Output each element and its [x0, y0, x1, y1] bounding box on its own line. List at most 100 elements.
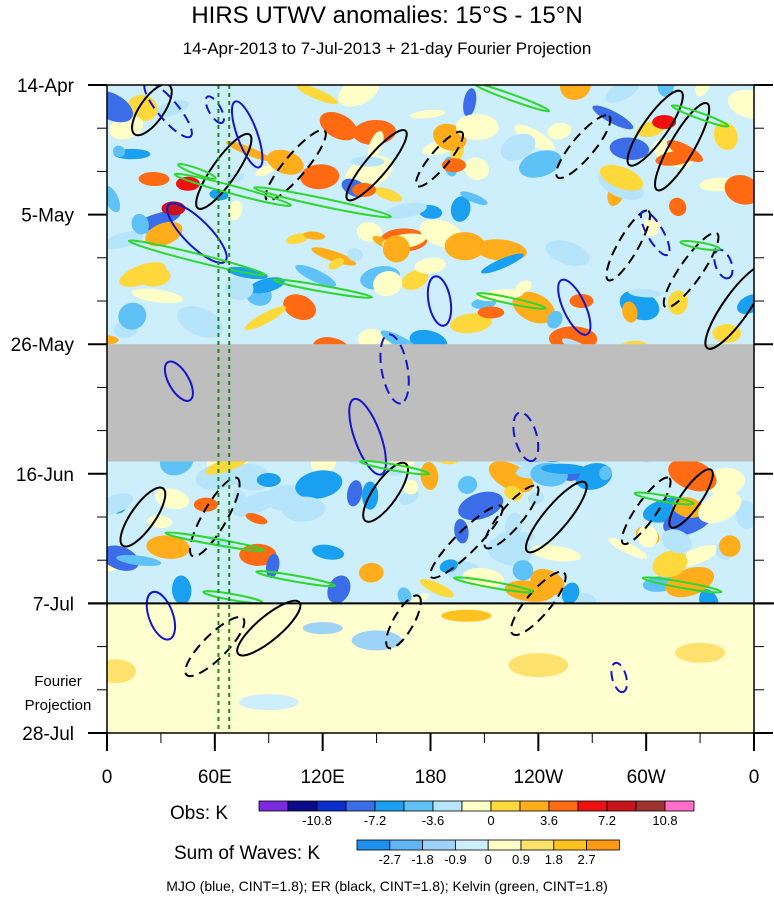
anomaly-blob — [131, 288, 183, 304]
anomaly-blob — [668, 458, 717, 492]
anomaly-blob — [719, 535, 741, 557]
kelvin-contour — [670, 104, 730, 128]
colorbar-swatch — [586, 839, 620, 851]
waves-colorbar-label: Sum of Waves: K — [174, 843, 321, 864]
anomaly-blob — [145, 221, 183, 247]
colorbar-tick-label: 2.7 — [578, 852, 596, 867]
colorbar-tick-label: 10.8 — [652, 813, 677, 828]
colorbar-tick-label: 3.6 — [540, 813, 558, 828]
anomaly-core — [193, 497, 218, 512]
anomaly-blob — [359, 562, 384, 583]
anomaly-blob — [477, 306, 505, 319]
anomaly-blob — [281, 496, 326, 522]
kelvin-contour — [453, 576, 534, 594]
x-tick-label: 60E — [198, 767, 232, 788]
anomaly-blob — [300, 164, 340, 190]
colorbar-tick-label: 0.9 — [512, 852, 530, 867]
mjo-contour — [379, 333, 410, 405]
anomaly-blob — [450, 196, 471, 222]
anomaly-blob — [661, 529, 692, 554]
y-tick-label: 14-Apr — [17, 76, 75, 97]
colorbar-swatch — [356, 839, 391, 851]
anomaly-blob — [303, 231, 326, 240]
anomaly-blob — [420, 462, 439, 490]
er-contour — [264, 129, 327, 202]
kelvin-contour — [472, 85, 551, 113]
er-contour — [626, 89, 684, 167]
colorbar-swatch — [577, 800, 608, 812]
anomaly-blob — [514, 124, 555, 152]
colorbar-tick-label: 0 — [487, 813, 494, 828]
er-contour — [668, 468, 714, 529]
kelvin-contour — [173, 172, 292, 207]
colorbar-swatch — [548, 800, 579, 812]
colorbar-swatch — [635, 800, 666, 812]
anomaly-blob — [727, 89, 754, 119]
anomaly-blob — [735, 500, 754, 530]
anomaly-blob — [373, 271, 403, 297]
anomaly-blob — [439, 559, 458, 573]
colorbar-tick-label: 7.2 — [598, 813, 616, 828]
anomaly-blob — [138, 266, 171, 287]
colorbar-swatch — [374, 800, 405, 812]
anomaly-blob — [131, 213, 149, 235]
anomaly-blob — [286, 233, 310, 245]
anomaly-blob — [547, 122, 572, 140]
mjo-contour — [426, 275, 453, 327]
colorbar-tick-label: 0 — [485, 852, 492, 867]
anomaly-blob — [628, 288, 662, 298]
x-tick-label: 120E — [300, 767, 344, 788]
y-tick-label: 16-Jun — [16, 465, 74, 486]
colorbar-swatch — [664, 800, 695, 812]
anomaly-blob — [599, 164, 644, 191]
anomaly-blob — [527, 492, 545, 505]
anomaly-blob — [401, 269, 429, 290]
anomaly-blob — [450, 313, 492, 334]
er-contour — [362, 461, 409, 523]
anomaly-blob — [512, 560, 534, 581]
anomaly-blob — [353, 119, 396, 145]
colorbar-tick-label: -3.6 — [422, 813, 444, 828]
anomaly-blob — [657, 85, 674, 97]
kelvin-contour — [253, 186, 393, 219]
anomaly-blob — [327, 575, 351, 604]
er-contour — [620, 476, 672, 546]
obs-colorbar: -10.8 -7.2 -3.6 0 3.6 7.2 10.8 — [258, 800, 695, 828]
colorbar-swatch — [258, 800, 289, 812]
kelvin-contour — [476, 292, 547, 310]
anomaly-blob — [592, 105, 634, 130]
anomaly-blob — [561, 582, 580, 605]
anomaly-blob — [232, 489, 247, 510]
mjo-contour — [348, 397, 387, 476]
anomaly-blob — [283, 294, 317, 321]
er-contour — [195, 132, 253, 210]
anomaly-core — [569, 294, 594, 308]
anomaly-blob — [374, 187, 403, 202]
colorbar-swatch — [519, 800, 550, 812]
x-tick-label: 180 — [415, 767, 447, 788]
anomaly-blob — [295, 470, 343, 499]
anomaly-blob — [177, 306, 224, 338]
er-contour — [662, 231, 720, 309]
colorbar-tick-label: -10.8 — [302, 813, 332, 828]
mjo-contours — [143, 85, 734, 694]
anomaly-blob — [107, 230, 144, 249]
reference-longitude-lines — [217, 85, 231, 733]
x-axis: 0 60E 120E 180 120W 60W 0 — [102, 733, 759, 788]
anomaly-blob — [382, 235, 410, 263]
anomaly-blob — [107, 493, 134, 516]
projection-blob — [351, 630, 402, 651]
anomaly-blob — [346, 480, 363, 507]
colorbar-swatch — [461, 800, 492, 812]
anomaly-blob — [319, 111, 358, 141]
anomaly-blob — [504, 485, 523, 501]
mjo-contour — [204, 95, 225, 125]
obs-colorbar-label: Obs: K — [170, 803, 229, 824]
anomaly-blob — [338, 85, 380, 107]
colorbar-swatch — [490, 800, 521, 812]
anomaly-blob — [444, 232, 485, 261]
anomaly-blob — [481, 253, 524, 274]
y-tick-label-bottom: 28-Jul — [22, 724, 74, 745]
er-contour — [236, 599, 302, 657]
mjo-contour — [639, 210, 671, 257]
